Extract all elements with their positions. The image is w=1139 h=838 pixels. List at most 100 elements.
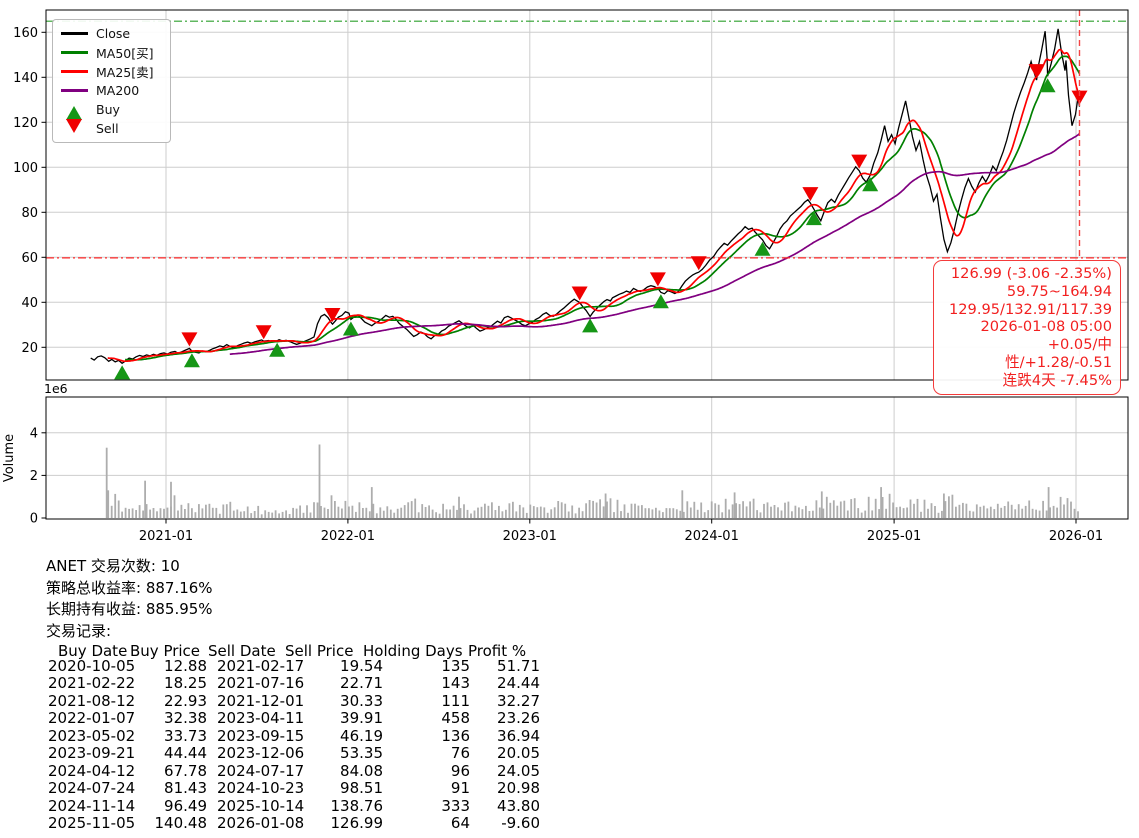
volume-bar	[749, 501, 751, 518]
trade-buy-price: 140.48	[154, 814, 208, 832]
trade-buy-price: 12.88	[164, 656, 207, 675]
volume-bar	[281, 511, 284, 518]
volume-bar	[257, 505, 260, 518]
volume-bar	[264, 510, 267, 518]
volume-bar	[218, 513, 221, 518]
volume-bar	[979, 506, 982, 518]
volume-bar	[368, 511, 371, 518]
trade-buy-price: 22.93	[164, 691, 207, 710]
legend-line-sample-wrap	[60, 32, 88, 35]
volume-bar	[505, 509, 507, 518]
volume-bar	[550, 509, 553, 518]
volume-bar	[857, 508, 860, 518]
volume-bar	[344, 500, 347, 518]
trade-holding-days: 136	[441, 726, 470, 745]
volume-bar	[431, 509, 434, 518]
volume-bar	[679, 510, 682, 518]
annotation-line-time: 2026-01-08 05:00	[980, 318, 1112, 336]
legend-label: Sell	[96, 121, 119, 136]
volume-bar	[470, 513, 472, 518]
volume-bar	[770, 506, 772, 518]
volume-bar	[222, 504, 225, 518]
trade-record-label: 交易记录:	[46, 621, 112, 640]
trade-sell-price: 53.35	[340, 744, 383, 762]
volume-bar	[759, 512, 762, 518]
volume-bar	[895, 507, 898, 518]
trade-row: 2020-10-05 12.88 2021-02-17 19.54 135 51.71	[46, 656, 606, 676]
volume-spike-bar	[458, 496, 460, 518]
volume-bar	[522, 507, 525, 518]
volume-bar	[309, 512, 312, 518]
price-plot-border	[45, 9, 1129, 381]
volume-bar	[975, 504, 978, 518]
volume-bar	[459, 508, 462, 518]
volume-bar	[201, 508, 204, 518]
trade-holding-days: 91	[450, 779, 470, 797]
volume-bar	[145, 504, 148, 518]
volume-bar	[801, 509, 804, 518]
volume-bar	[128, 508, 130, 518]
volume-bar	[930, 503, 933, 518]
trade-row: 2023-09-21 44.44 2023-12-06 53.35 76 20.05	[46, 744, 606, 763]
volume-bar	[672, 508, 675, 518]
trade-row: 2021-08-12 22.93 2021-12-01 30.33 111 32.27	[46, 691, 606, 711]
volume-bar	[595, 502, 598, 518]
volume-bar	[491, 502, 493, 518]
volume-bar	[613, 512, 615, 518]
trade-sell-price: 39.91	[340, 709, 383, 727]
volume-spike-bar	[604, 493, 607, 518]
volume-bar	[445, 509, 448, 518]
legend-item-ma50: MA50[买]	[60, 43, 164, 62]
trade-sell-date: 2021-02-17	[217, 656, 305, 675]
annotation-line-streak: 连跌4天 -7.45%	[1002, 371, 1112, 389]
volume-bar	[246, 506, 249, 518]
volume-bar	[916, 498, 919, 518]
volume-bar	[693, 501, 696, 518]
volume-bar	[131, 508, 134, 518]
volume-bar	[159, 508, 162, 518]
volume-bar	[253, 511, 256, 518]
buy-triangle-icon	[66, 105, 82, 120]
volume-bar	[668, 508, 671, 518]
volume-bar	[962, 502, 964, 518]
volume-bar	[662, 512, 664, 518]
volume-bar	[508, 503, 511, 518]
volume-bar	[1056, 507, 1058, 518]
header-profit: Profit %	[468, 642, 527, 660]
trade-row: 2024-11-14 96.49 2025-10-14 138.76 333 43.80	[46, 796, 606, 816]
trade-holding-days: 333	[441, 796, 470, 815]
buy-marker	[1039, 78, 1056, 93]
volume-bar	[714, 503, 717, 518]
volume-bar	[1035, 509, 1037, 518]
volume-spike-bar	[105, 447, 108, 518]
volume-bar	[899, 506, 901, 518]
trade-holding-days: 135	[441, 656, 470, 675]
volume-bar	[874, 498, 877, 518]
volume-bar	[365, 507, 368, 518]
legend-item-close: Close	[60, 24, 164, 43]
sell-marker	[851, 154, 868, 169]
strategy-stats: ANET 交易次数: 10 策略总收益率: 887.16% 长期持有收益: 88…	[46, 556, 606, 833]
trade-profit-pct: 43.80	[497, 796, 540, 815]
volume-bar	[871, 510, 874, 518]
volume-bar	[260, 514, 263, 518]
legend: Close MA50[买] MA25[卖] MA200 Buy Sell	[52, 19, 171, 143]
volume-bar	[602, 506, 605, 518]
volume-bar	[512, 501, 514, 518]
trade-sell-price: 46.19	[340, 726, 383, 745]
volume-bar	[818, 507, 821, 518]
volume-bar	[1024, 505, 1027, 518]
volume-bar	[564, 503, 567, 518]
trade-holding-days: 96	[450, 761, 470, 780]
volume-bar	[996, 503, 999, 518]
volume-bar	[560, 502, 563, 518]
volume-bar	[400, 507, 403, 518]
volume-bar	[934, 506, 936, 518]
buy-marker	[582, 318, 599, 333]
volume-bar	[710, 501, 713, 518]
volume-bar	[152, 508, 155, 518]
volume-bar	[944, 501, 947, 518]
volume-bar	[909, 499, 912, 518]
volume-bar	[313, 502, 315, 518]
volume-spike-bar	[318, 444, 321, 518]
